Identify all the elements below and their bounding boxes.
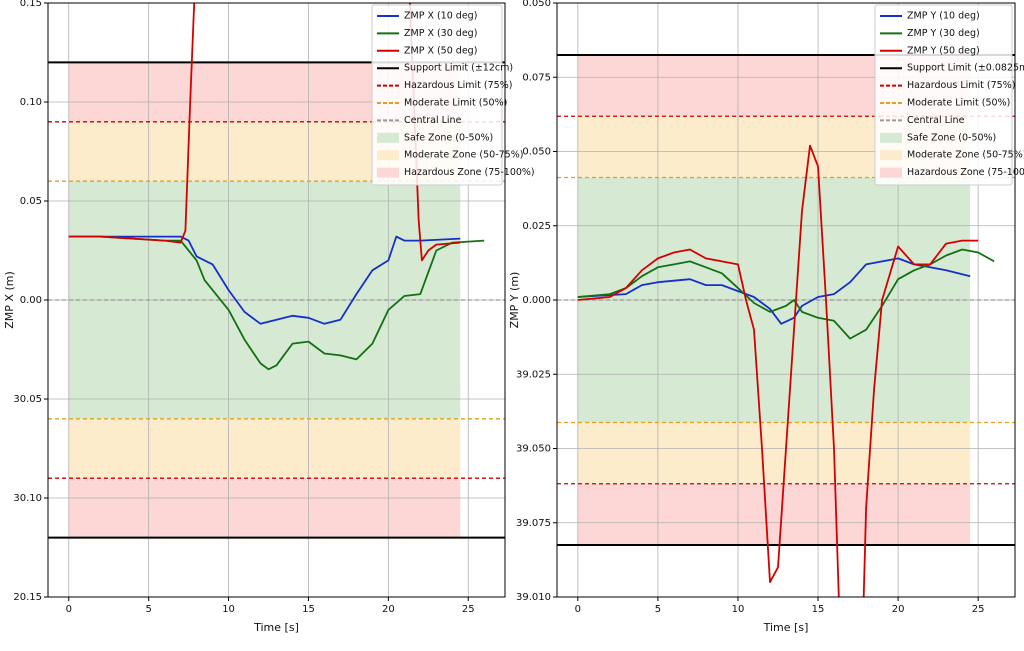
plot: 0 5 10 15 20 25 0.15 0.10 0.05 0.00 30.05 30.10 20.1… — [3, 0, 535, 634]
y-tick-label: 0.050 — [522, 0, 551, 9]
x-tick-label: 0 — [66, 604, 72, 615]
legend-label: Safe Zone (0-50%) — [907, 132, 996, 143]
legend-swatch — [377, 150, 399, 161]
x-tick-label: 10 — [222, 604, 235, 615]
x-axis-label: Time [s] — [253, 621, 299, 634]
legend-swatch — [880, 167, 902, 178]
series-line — [577, 248, 995, 340]
zone — [577, 422, 971, 484]
x-tick-label: 20 — [892, 604, 905, 615]
y-tick-label: 0.075 — [522, 72, 551, 83]
legend-swatch — [377, 132, 399, 143]
x-tick-label: 25 — [462, 604, 475, 615]
legend: ZMP X (10 deg) ZMP X (30 deg) ZMP X (50 de… — [371, 4, 535, 186]
y-tick-label: 30.10 — [13, 493, 42, 504]
legend-label: Moderate Zone (50-75%) — [404, 150, 523, 161]
legend-label: Hazardous Zone (75-100%) — [404, 167, 535, 178]
legend-label: Hazardous Limit (75%) — [404, 80, 512, 91]
series-line — [577, 144, 979, 597]
legend-label: Support Limit (±12cm) — [404, 63, 513, 74]
y-tick-label: 0.10 — [20, 97, 42, 108]
y-axis-label: ZMP X (m) — [3, 271, 16, 329]
legend-label: ZMP Y (30 deg) — [907, 28, 980, 39]
legend-label: Central Line — [404, 115, 462, 126]
legend-label: Central Line — [907, 115, 965, 126]
legend: ZMP Y (10 deg) ZMP Y (30 deg) ZMP Y (50 de… — [874, 4, 1024, 186]
y-tick-label: 30.05 — [13, 394, 42, 405]
zone — [68, 418, 461, 479]
legend-swatch — [880, 132, 902, 143]
x-tick-label: 5 — [655, 604, 661, 615]
x-tick-label: 0 — [575, 604, 581, 615]
legend-label: Moderate Zone (50-75%) — [907, 150, 1024, 161]
legend-swatch — [880, 150, 902, 161]
y-tick-label: 20.15 — [13, 592, 42, 603]
y-tick-label: 0.15 — [20, 0, 42, 9]
legend-label: Hazardous Limit (75%) — [907, 80, 1015, 91]
series-line — [68, 235, 461, 325]
legend-label: ZMP Y (50 deg) — [907, 45, 980, 56]
y-tick-label: 0.025 — [522, 221, 551, 232]
x-tick-label: 15 — [812, 604, 825, 615]
y-tick-label: 39.075 — [516, 518, 551, 529]
legend-label: Support Limit (±0.0825m) — [907, 63, 1024, 74]
x-tick-label: 25 — [972, 604, 985, 615]
legend-swatch — [377, 167, 399, 178]
legend-label: Hazardous Zone (75-100%) — [907, 167, 1024, 178]
y-tick-label: 0.00 — [20, 295, 42, 306]
legend-label: ZMP X (50 deg) — [404, 45, 477, 56]
x-tick-label: 20 — [382, 604, 395, 615]
x-axis-label: Time [s] — [763, 621, 809, 634]
zone — [68, 478, 461, 538]
legend-label: ZMP X (30 deg) — [404, 28, 477, 39]
legend-label: Safe Zone (0-50%) — [404, 132, 493, 143]
y-tick-label: 0.05 — [20, 196, 42, 207]
y-tick-label: 39.025 — [516, 369, 551, 380]
x-tick-label: 15 — [302, 604, 315, 615]
x-tick-label: 10 — [732, 604, 745, 615]
x-tick-label: 5 — [145, 604, 151, 615]
legend-box — [874, 4, 1013, 186]
y-tick-label: 39.010 — [516, 592, 551, 603]
zone — [577, 483, 971, 546]
y-axis-label: ZMP Y (m) — [508, 272, 521, 329]
legend-label: Moderate Limit (50%) — [404, 98, 507, 109]
legend-label: ZMP Y (10 deg) — [907, 11, 980, 22]
axes-frame — [556, 2, 1016, 598]
y-tick-label: 0.000 — [522, 295, 551, 306]
legend-label: ZMP X (10 deg) — [404, 11, 477, 22]
y-tick-label: 39.050 — [516, 444, 551, 455]
plot: 0 5 10 15 20 25 0.050 0.075 0.050 0.025 0.000 39.02… — [508, 0, 1024, 634]
y-tick-label: 0.050 — [522, 147, 551, 158]
legend-label: Moderate Limit (50%) — [907, 98, 1010, 109]
axes-frame — [47, 2, 506, 598]
legend-box — [371, 4, 503, 186]
